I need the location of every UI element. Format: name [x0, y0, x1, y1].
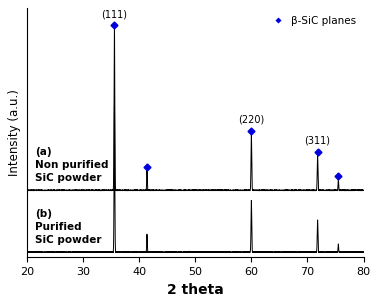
Y-axis label: Intensity (a.u.): Intensity (a.u.)	[8, 89, 21, 176]
Text: (a)
Non purified
SiC powder: (a) Non purified SiC powder	[35, 147, 109, 183]
Text: (220): (220)	[238, 115, 265, 125]
Legend: β-SiC planes: β-SiC planes	[265, 13, 359, 28]
Text: (311): (311)	[305, 136, 330, 146]
Text: (111): (111)	[102, 9, 127, 19]
Text: (b)
Purified
SiC powder: (b) Purified SiC powder	[35, 209, 102, 245]
X-axis label: 2 theta: 2 theta	[167, 283, 224, 297]
